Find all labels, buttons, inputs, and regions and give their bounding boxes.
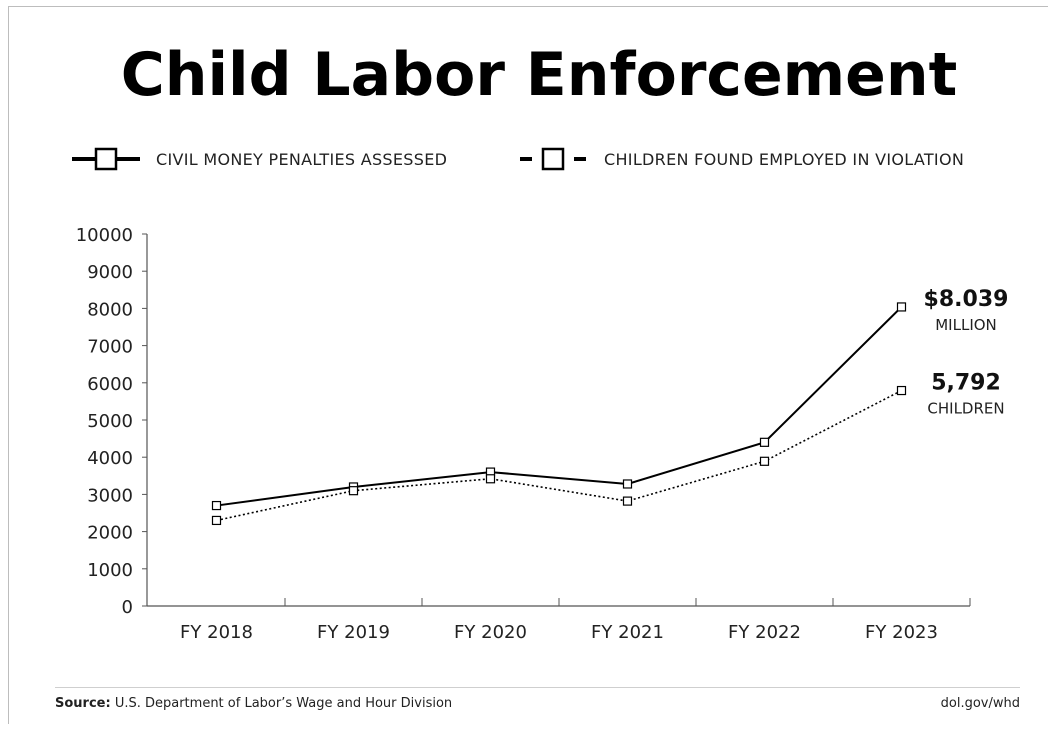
chart-title: Child Labor Enforcement xyxy=(120,40,958,110)
series-2-point-marker xyxy=(485,474,496,484)
y-tick-label: 1000 xyxy=(87,560,133,581)
series-1-point-marker xyxy=(896,302,907,312)
source-note: Source: U.S. Department of Labor’s Wage … xyxy=(55,696,452,711)
source-label: Source: xyxy=(55,696,111,711)
series-2-point-marker xyxy=(211,515,222,526)
annotation-value-1: $8.039 xyxy=(924,287,1009,312)
legend-label-penalties: CIVIL MONEY PENALTIES ASSESSED xyxy=(156,149,448,169)
x-tick-label: FY 2023 xyxy=(865,622,938,643)
series-1-point-marker xyxy=(622,479,633,489)
annotation-sub-2: CHILDREN xyxy=(927,400,1004,418)
source-url: dol.gov/whd xyxy=(940,696,1020,711)
y-tick-label: 6000 xyxy=(87,374,133,395)
series-line-1 xyxy=(216,306,903,507)
annotation-value-2: 5,792 xyxy=(931,371,1001,396)
series-2-point-marker xyxy=(622,496,633,506)
x-tick-label: FY 2020 xyxy=(454,622,527,643)
dashed-line-square-marker-icon xyxy=(520,147,586,171)
x-tick-label: FY 2021 xyxy=(591,622,664,643)
series-2-point-marker xyxy=(759,456,770,466)
y-tick-label: 8000 xyxy=(87,299,133,320)
x-tick-label: FY 2019 xyxy=(317,622,390,643)
x-tick-label: FY 2022 xyxy=(728,622,801,643)
source-text: U.S. Department of Labor’s Wage and Hour… xyxy=(110,696,453,711)
y-tick-label: 7000 xyxy=(87,337,133,358)
y-tick-label: 5000 xyxy=(87,411,133,432)
series-line-2 xyxy=(216,389,902,522)
y-tick-label: 0 xyxy=(122,597,133,618)
legend-label-children: CHILDREN FOUND EMPLOYED IN VIOLATION xyxy=(604,149,965,169)
solid-line-square-marker-icon xyxy=(72,147,140,171)
footer-divider xyxy=(55,687,1020,688)
x-tick-label: FY 2018 xyxy=(180,622,253,643)
series-2-point-marker xyxy=(348,486,359,496)
y-tick-label: 9000 xyxy=(87,262,133,283)
y-tick-label: 10000 xyxy=(76,225,133,246)
legend-item-children: CHILDREN FOUND EMPLOYED IN VIOLATION xyxy=(518,145,964,173)
y-tick-label: 3000 xyxy=(87,485,133,506)
chart-frame xyxy=(8,6,1048,724)
series-2-point-marker xyxy=(896,385,907,396)
y-tick-label: 4000 xyxy=(87,448,133,469)
annotation-sub-1: MILLION xyxy=(935,316,997,334)
y-tick-label: 2000 xyxy=(87,523,133,544)
legend-item-penalties: CIVIL MONEY PENALTIES ASSESSED xyxy=(70,145,447,173)
series-1-point-marker xyxy=(211,500,222,511)
series-1-point-marker xyxy=(759,437,770,447)
